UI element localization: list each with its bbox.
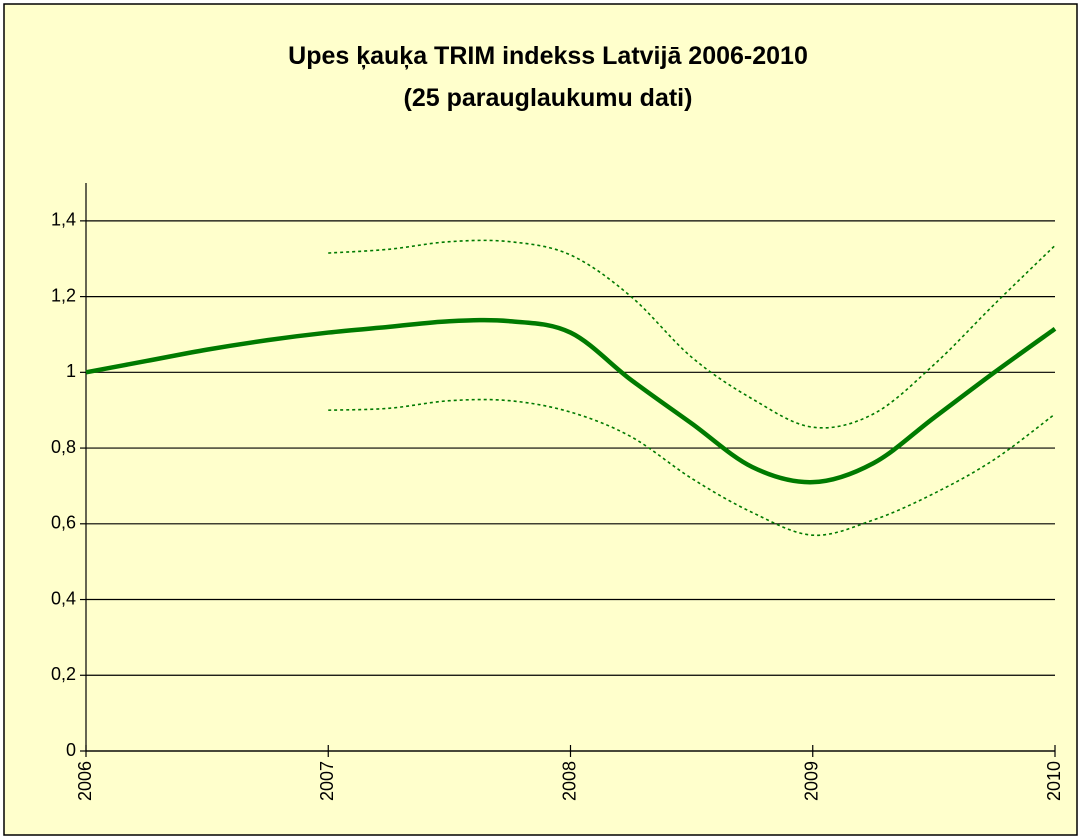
y-tick-label: 0,8 <box>51 437 76 457</box>
confidence-line <box>328 398 1056 536</box>
y-tick-label: 0,6 <box>51 513 76 533</box>
chart-title: Upes ķauķa TRIM indekss Latvijā 2006-201… <box>288 42 808 70</box>
y-tick-label: 0,4 <box>51 588 76 608</box>
x-tick-label: 2007 <box>317 761 337 801</box>
chart-background <box>3 3 1078 836</box>
x-tick-label: 2009 <box>802 761 822 801</box>
y-tick-label: 1,2 <box>51 285 76 305</box>
x-tick-label: 2006 <box>75 761 95 801</box>
chart-subtitle: (25 parauglaukumu dati) <box>404 84 693 112</box>
y-tick-label: 0,2 <box>51 664 76 684</box>
x-tick-label: 2008 <box>559 761 579 801</box>
confidence-line <box>328 239 1056 429</box>
trend-line <box>85 317 1057 485</box>
y-tick-label: 1,4 <box>51 210 76 230</box>
y-tick-label: 0 <box>66 740 76 760</box>
x-tick-label: 2010 <box>1044 761 1064 801</box>
y-tick-label: 1 <box>66 361 76 381</box>
